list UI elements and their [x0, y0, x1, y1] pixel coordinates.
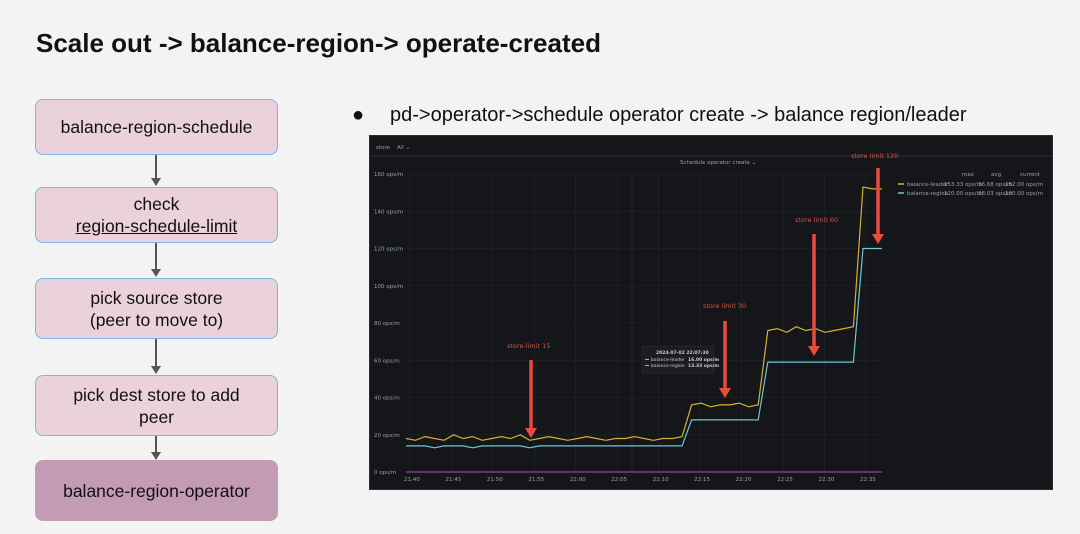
flow-step-balance-region-schedule: balance-region-schedule: [35, 99, 278, 155]
x-tick-label: 21:40: [404, 477, 420, 483]
y-tick-label: 20 ops/m: [374, 433, 400, 439]
bullet-text: pd->operator->schedule operator create -…: [390, 104, 967, 126]
legend-max: 153.33 ops/m: [944, 182, 982, 188]
x-tick-label: 22:15: [694, 477, 710, 483]
x-tick-label: 22:35: [860, 477, 876, 483]
legend-series-name: balance-leader: [907, 182, 949, 188]
x-tick-label: 21:50: [487, 477, 503, 483]
legend-header: max: [962, 172, 975, 178]
legend-series-name: balance-region: [907, 191, 949, 197]
y-tick-label: 80 ops/m: [374, 321, 400, 327]
flow-step-balance-region-operator: balance-region-operator: [35, 460, 278, 521]
annotation-arrowhead: [808, 346, 820, 356]
flow-step-label: check: [133, 194, 180, 214]
series-line-balance-region: [406, 247, 882, 449]
flow-step-label-underlined: region-schedule-limit: [75, 216, 238, 236]
tooltip-series-name: balance-leader: [651, 357, 685, 363]
x-tick-label: 22:05: [611, 477, 627, 483]
y-tick-label: 100 ops/m: [374, 284, 403, 290]
tooltip-series-name: balance-region: [651, 363, 685, 369]
flow-step-label: pick dest store to add: [73, 384, 240, 405]
y-tick-label: 40 ops/m: [374, 396, 400, 402]
legend-header: avg: [991, 172, 1001, 178]
flow-step-label: peer: [138, 406, 175, 427]
tooltip-value: 13.33 ops/m: [688, 363, 719, 369]
flow-step-label: balance-region-operator: [63, 480, 250, 501]
y-tick-label: 160 ops/m: [374, 172, 403, 178]
legend-current: 152.00 ops/m: [1005, 182, 1043, 188]
flow-step-label: balance-region-schedule: [60, 117, 253, 137]
x-tick-label: 22:25: [777, 477, 793, 483]
y-tick-label: 140 ops/m: [374, 209, 403, 215]
top-bar-all-dropdown: All ⌄: [397, 145, 410, 151]
flow-step-pick-dest-store: pick dest store to add peer: [35, 375, 278, 436]
operator-create-chart: store All ⌄ Schedule operator create ⌄ 0 op…: [370, 145, 1052, 483]
x-tick-label: 22:00: [570, 477, 586, 483]
x-tick-label: 21:55: [528, 477, 544, 483]
legend-header: current: [1020, 172, 1041, 178]
y-tick-label: 60 ops/m: [374, 358, 400, 364]
annotation-arrowhead: [525, 428, 537, 438]
legend-max: 120.00 ops/m: [944, 191, 982, 197]
annotation-label: store limit 120: [851, 152, 898, 160]
y-tick-label: 0 ops/m: [374, 470, 396, 476]
hover-tooltip: [641, 345, 715, 374]
flow-step-pick-source-store: pick source store (peer to move to): [35, 278, 278, 339]
flow-step-label: (peer to move to): [89, 309, 224, 330]
legend-current: 120.00 ops/m: [1005, 191, 1043, 197]
annotation-arrowhead: [872, 234, 884, 244]
panel-title: Schedule operator create ⌄: [680, 160, 756, 166]
flow-step-label: pick source store: [90, 287, 223, 308]
x-tick-label: 22:20: [736, 477, 752, 483]
tooltip-time: 2024-07-02 22:07:30: [656, 350, 709, 356]
flow-step-check-limit: check region-schedule-limit: [35, 187, 278, 243]
tooltip-value: 16.00 ops/m: [688, 357, 719, 363]
bullet-marker: ●: [352, 104, 365, 126]
annotation-label: store-limit 15: [507, 342, 550, 350]
legend-avg: 28.03 ops/m: [978, 191, 1012, 197]
annotation-label: store limit 30: [703, 302, 746, 310]
annotation-arrowhead: [719, 388, 731, 398]
series-line-balance-leader: [405, 186, 882, 441]
slide-title: Scale out -> balance-region-> operate-cr…: [36, 28, 601, 58]
x-tick-label: 21:45: [445, 477, 461, 483]
top-bar-store-label: store: [376, 145, 391, 151]
annotation-label: store limit 60: [795, 216, 838, 224]
x-tick-label: 22:10: [653, 477, 669, 483]
x-tick-label: 22:30: [819, 477, 835, 483]
grafana-chart-panel: store All ⌄ Schedule operator create ⌄ 0 op…: [369, 135, 1053, 490]
bullet-point: ● pd->operator->schedule operator create…: [352, 104, 966, 127]
legend-avg: 36.68 ops/m: [978, 182, 1012, 188]
y-tick-label: 120 ops/m: [374, 247, 403, 253]
